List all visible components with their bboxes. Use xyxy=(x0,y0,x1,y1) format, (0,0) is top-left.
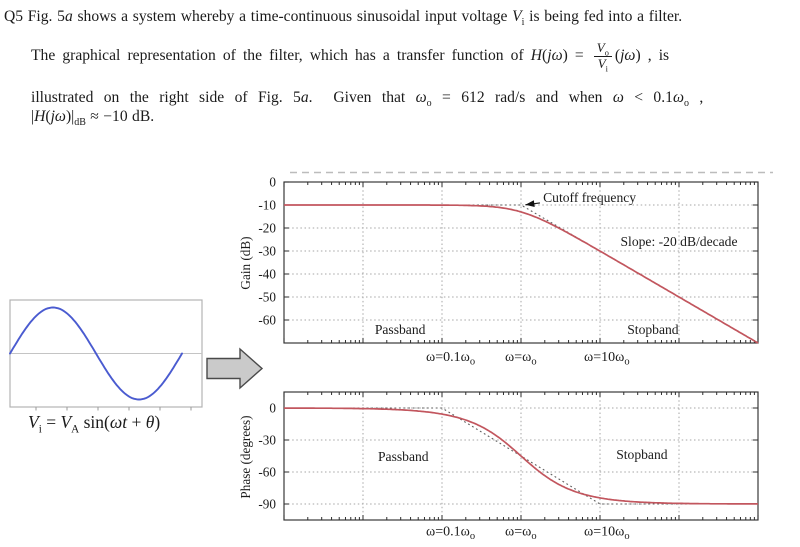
fraction: Vo Vi xyxy=(593,40,612,73)
phase-xtick-label: ω=0.1ωo xyxy=(426,525,475,543)
gain-ytick-label: -10 xyxy=(258,198,276,213)
annotation-slope-20-db-decade: Slope: -20 dB/decade xyxy=(620,234,737,249)
gain-xtick-label: ω=10ωo xyxy=(584,350,630,368)
gain-ytick-label: -40 xyxy=(258,267,276,282)
question-line-2: The graphical representation of the filt… xyxy=(31,40,670,74)
gain-ytick-label: -50 xyxy=(258,290,276,305)
question-line-4: |H(jω)|dB ≈ −10 dB. xyxy=(31,108,155,129)
sine-waveform xyxy=(9,306,183,401)
annotation-passband: Passband xyxy=(375,322,426,337)
phase-xtick-label: ω=10ωo xyxy=(584,525,630,543)
gain-xtick-label: ω=0.1ωo xyxy=(426,350,475,368)
annotation-cutoff-frequency: Cutoff frequency xyxy=(543,190,636,205)
phase-ytick-label: -90 xyxy=(258,497,276,512)
phase-curve xyxy=(284,407,758,505)
question-line-1: Q5 Fig. 5a shows a system whereby a time… xyxy=(4,8,683,29)
phase-xtick-label: ω=ωo xyxy=(505,525,537,543)
annotation-arrowhead xyxy=(525,200,535,208)
gain-ticks xyxy=(283,181,759,343)
annotation-passband: Passband xyxy=(378,449,429,464)
phase-axis-title: Phase (degrees) xyxy=(238,415,253,498)
gain-ytick-label: -30 xyxy=(258,244,276,259)
phase-ticks xyxy=(283,392,759,520)
phase-bode-plot: 0 -30 -60 -90 ω=0.1ωo ω=ωo ω=10ωo Passband Stopb… xyxy=(258,391,759,543)
gain-ytick-label: -60 xyxy=(258,313,276,328)
gain-frame xyxy=(283,181,759,344)
phase-ytick-label: -60 xyxy=(258,465,276,480)
gain-curve xyxy=(284,204,759,344)
annotation-stopband: Stopband xyxy=(616,447,668,462)
input-signal-equation: Vi = VA sin(ωt + θ) xyxy=(28,412,161,436)
annotation-stopband: Stopband xyxy=(627,322,679,337)
gain-axis-title: Gain (dB) xyxy=(238,236,253,289)
gain-bode-plot: 0 -10 -20 -30 -40 -50 -60 ω=0.1ωo ω=ωo ω=10ωo Cuto… xyxy=(258,175,759,368)
gain-ytick-label: 0 xyxy=(269,175,276,190)
question-line-3: illustrated on the right side of Fig. 5a… xyxy=(31,89,704,110)
phase-ytick-label: 0 xyxy=(269,401,276,416)
phase-ytick-label: -30 xyxy=(258,433,276,448)
gain-xtick-label: ω=ωo xyxy=(505,350,537,368)
input-sine-panel xyxy=(9,299,203,411)
gain-ytick-label: -20 xyxy=(258,221,276,236)
flow-arrow-icon xyxy=(206,347,264,390)
